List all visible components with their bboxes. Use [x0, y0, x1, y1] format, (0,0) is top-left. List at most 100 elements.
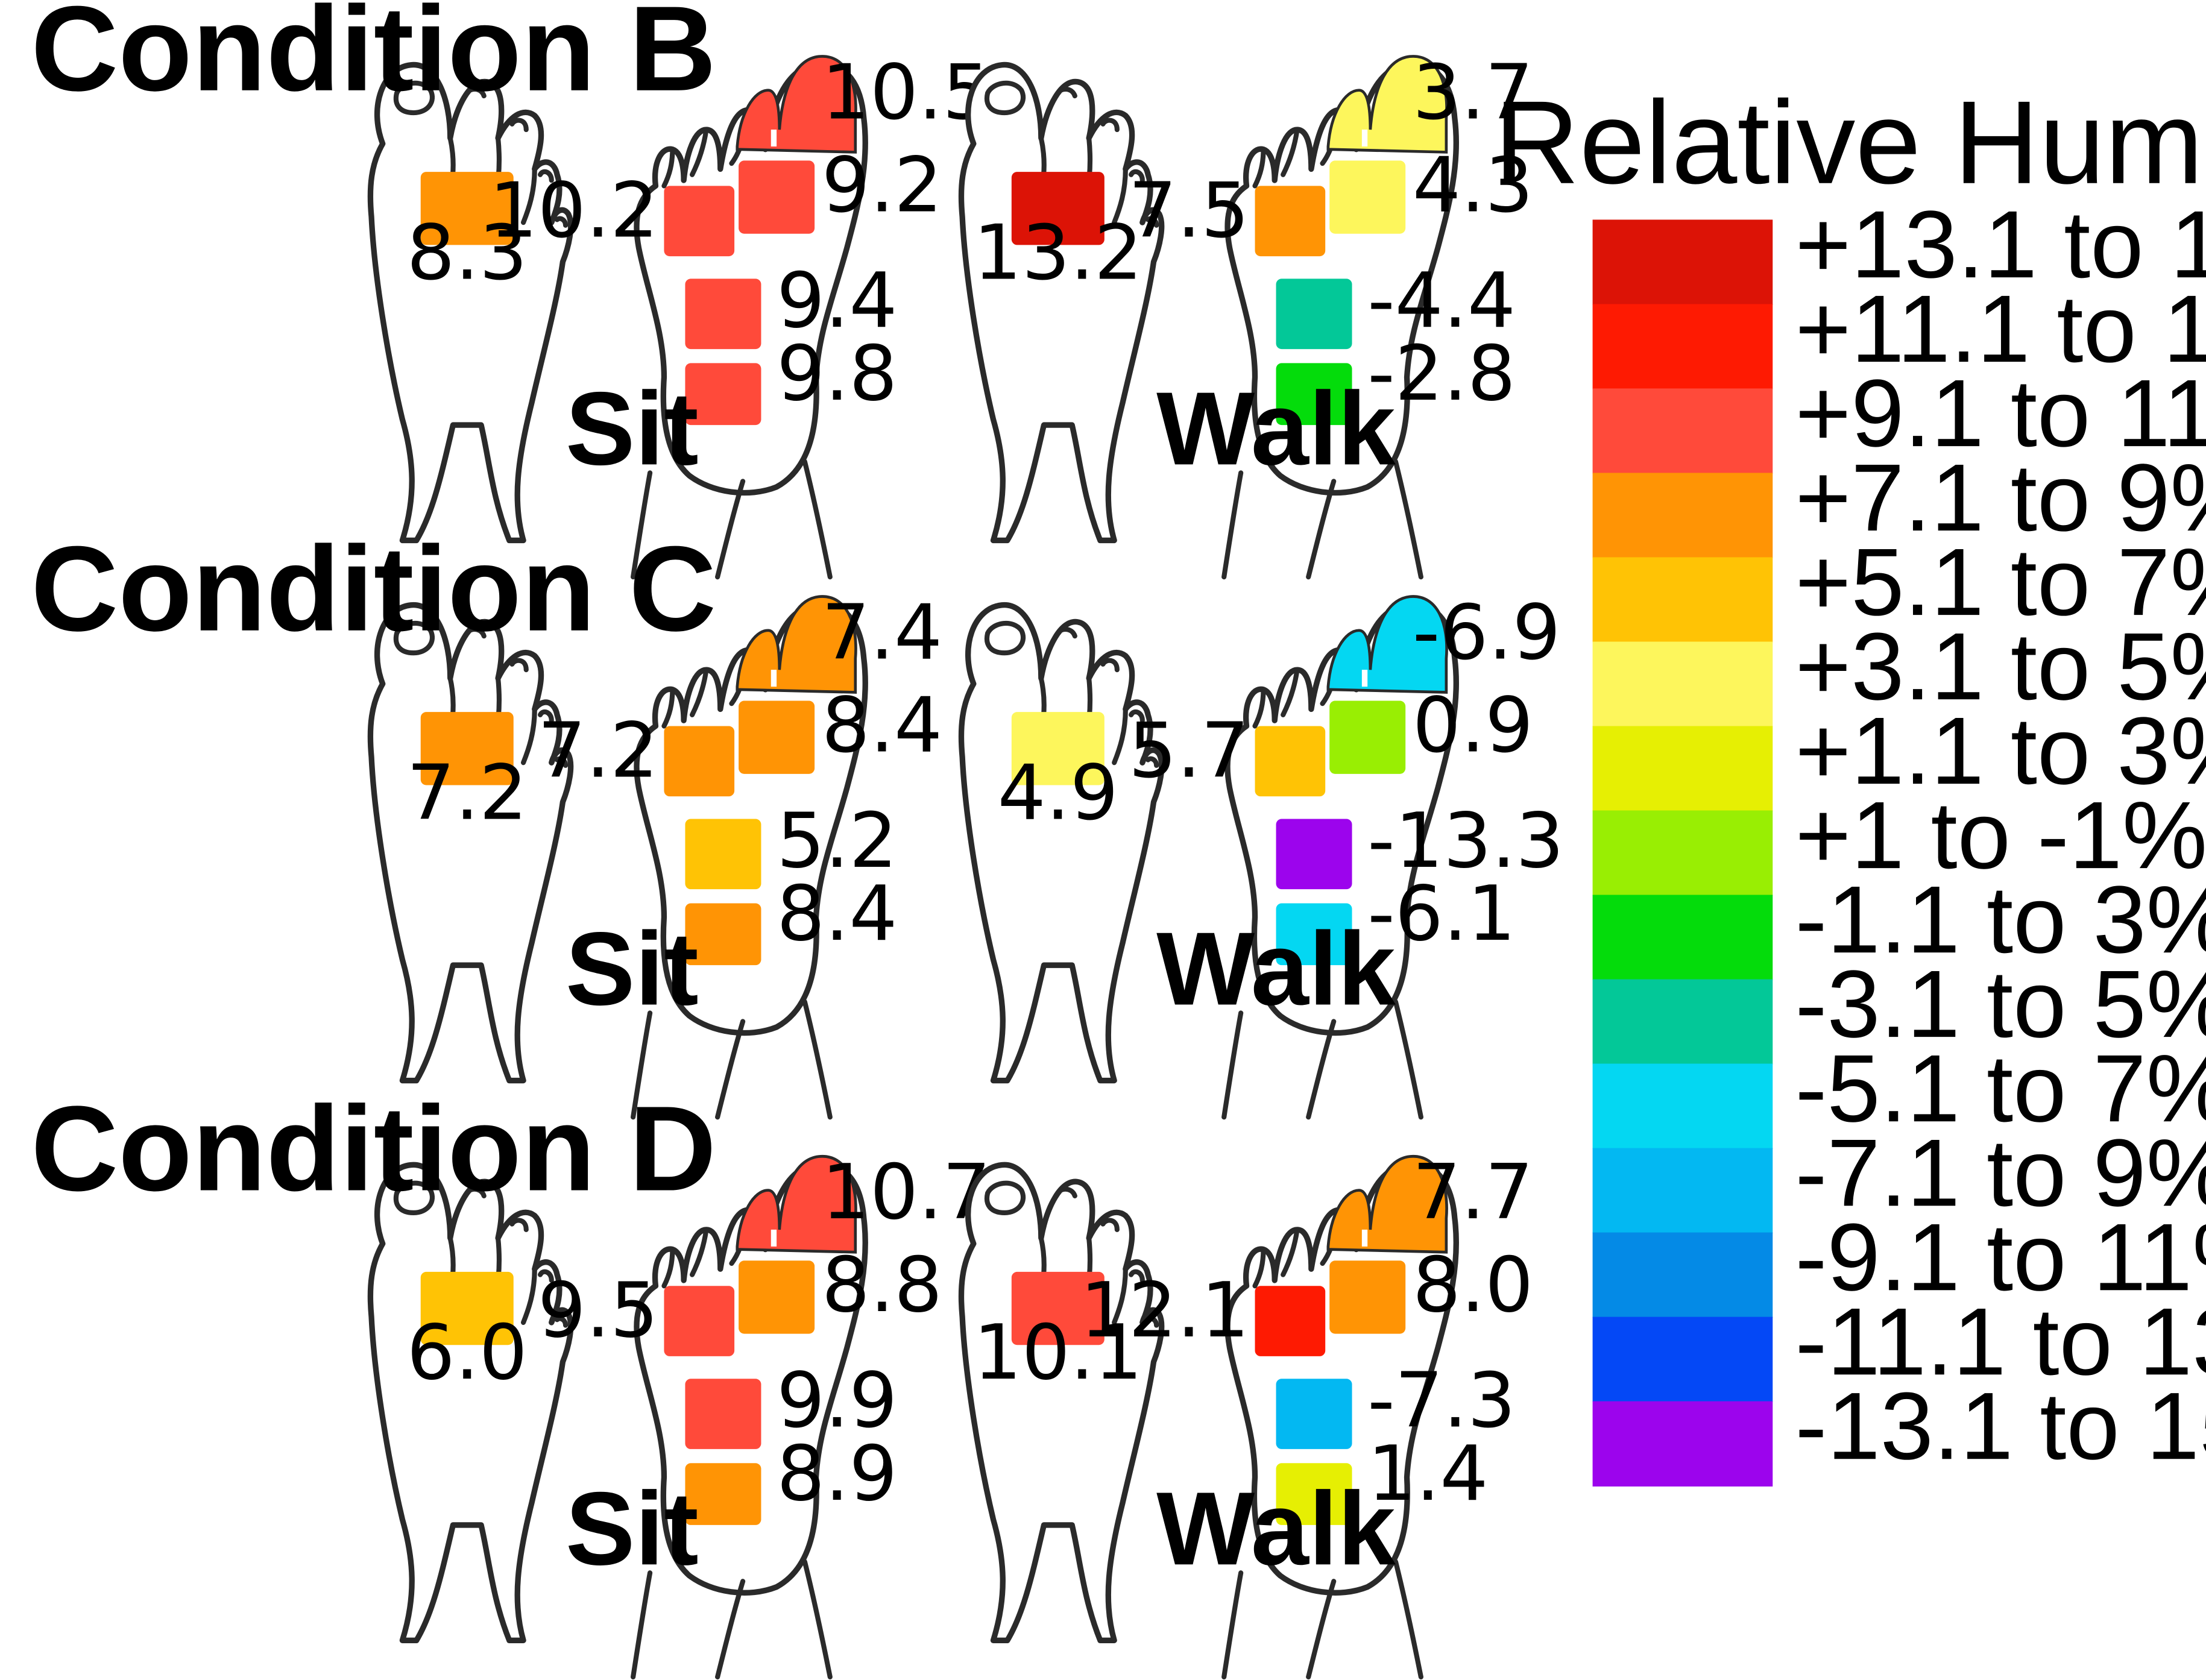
heel-humidity-patch	[1276, 903, 1352, 966]
heel-value-label: 9.8	[777, 329, 897, 418]
condition-title: Condition B	[31, 0, 716, 116]
ball-lateral-humidity-patch	[664, 726, 735, 797]
legend-swatch	[1592, 1063, 1773, 1149]
dorsal-value-label: 8.3	[407, 208, 528, 297]
legend-swatch	[1592, 304, 1773, 389]
ball-lateral-humidity-patch	[1255, 186, 1326, 257]
legend-swatch	[1592, 1401, 1773, 1487]
toes-value-label: 7.7	[1413, 1148, 1533, 1236]
ball-lateral-humidity-patch	[1255, 726, 1326, 797]
sit-dorsal-foot: 6.0	[370, 1165, 570, 1640]
heel-humidity-patch	[685, 363, 761, 426]
walk-activity-label: Walk	[1156, 370, 1396, 486]
legend-swatch	[1592, 1317, 1773, 1402]
heel-value-label: 1.4	[1367, 1429, 1488, 1518]
toes-value-label: 7.4	[822, 588, 942, 676]
legend-swatch	[1592, 810, 1773, 896]
legend-label: +3.1 to 5%	[1795, 612, 2206, 720]
walk-plantar-foot: 7.78.0 12.1 -7.31.4	[1080, 1148, 1533, 1677]
toes-value-label: 3.7	[1413, 48, 1533, 136]
legend-label: +11.1 to 13%	[1795, 275, 2206, 382]
toes-humidity-patch	[736, 55, 857, 154]
walk-activity-label: Walk	[1156, 1470, 1396, 1587]
ball-lateral-value-label: 7.5	[1129, 166, 1249, 254]
dorsal-value-label: 7.2	[407, 748, 528, 837]
legend-label: -5.1 to 7%	[1795, 1034, 2206, 1142]
ball-medial-value-label: 8.8	[822, 1241, 942, 1329]
foot-outline	[961, 1165, 1161, 1640]
heel-value-label: 8.4	[777, 869, 897, 958]
walk-plantar-foot: 3.74.3 7.5 -4.4-2.8	[1129, 48, 1533, 577]
ball-medial-humidity-patch	[1329, 700, 1406, 774]
foot-outline	[370, 1165, 570, 1640]
ball-lateral-humidity-patch	[664, 1286, 735, 1356]
dorsal-value-label: 4.9	[998, 748, 1118, 837]
dorsal-humidity-patch	[420, 712, 514, 785]
sit-plantar-foot: 10.59.2 10.2 9.49.8	[490, 48, 991, 577]
dorsal-humidity-patch	[1011, 712, 1105, 785]
ball-lateral-value-label: 9.5	[538, 1266, 658, 1354]
midfoot-value-label: -7.3	[1367, 1356, 1516, 1445]
walk-dorsal-foot: 10.1	[961, 1165, 1161, 1640]
ball-medial-value-label: 8.0	[1413, 1241, 1533, 1329]
ball-medial-value-label: 4.3	[1413, 140, 1533, 229]
foot-outline	[961, 64, 1161, 540]
legend-label: -3.1 to 5%	[1795, 950, 2206, 1057]
legend-label: -9.1 to 11%	[1795, 1203, 2206, 1310]
midfoot-humidity-patch	[1276, 1379, 1352, 1449]
dorsal-value-label: 13.2	[974, 208, 1143, 297]
legend-swatch	[1592, 895, 1773, 980]
heel-humidity-patch	[685, 1463, 761, 1525]
legend-label: +9.1 to 11%	[1795, 359, 2206, 467]
legend-label: -7.1 to 9%	[1795, 1119, 2206, 1226]
walk-dorsal-foot: 4.9	[961, 605, 1161, 1081]
sit-dorsal-foot: 7.2	[370, 605, 570, 1081]
midfoot-humidity-patch	[685, 1379, 761, 1449]
midfoot-value-label: -13.3	[1367, 796, 1564, 885]
midfoot-humidity-patch	[1276, 819, 1352, 890]
legend-swatch	[1592, 473, 1773, 558]
midfoot-humidity-patch	[1276, 278, 1352, 350]
midfoot-value-label: 9.4	[777, 256, 897, 345]
ball-medial-value-label: 9.2	[822, 140, 942, 229]
ball-lateral-value-label: 12.1	[1080, 1266, 1250, 1354]
dorsal-humidity-patch	[420, 1271, 514, 1345]
legend-label: +7.1 to 9%	[1795, 444, 2206, 551]
legend-swatch	[1592, 726, 1773, 811]
condition-title: Condition D	[31, 1081, 716, 1216]
ball-medial-humidity-patch	[739, 160, 815, 234]
legend-swatch	[1592, 1232, 1773, 1318]
foot-outline	[370, 64, 570, 540]
ball-lateral-humidity-patch	[664, 186, 735, 257]
walk-dorsal-foot: 13.2	[961, 64, 1161, 540]
legend-label: +13.1 to 15%	[1795, 190, 2206, 298]
toes-humidity-patch	[736, 1155, 857, 1254]
sit-dorsal-foot: 8.3	[370, 64, 570, 540]
heel-value-label: -6.1	[1367, 869, 1516, 958]
sit-activity-label: Sit	[566, 370, 699, 486]
walk-activity-label: Walk	[1156, 911, 1396, 1027]
dorsal-value-label: 6.0	[407, 1308, 528, 1397]
heel-humidity-patch	[1276, 1463, 1352, 1525]
toes-value-label: 10.5	[822, 48, 991, 136]
dorsal-humidity-patch	[1011, 1271, 1105, 1345]
midfoot-humidity-patch	[685, 278, 761, 350]
ball-lateral-value-label: 5.7	[1129, 706, 1249, 794]
legend-swatch	[1592, 641, 1773, 727]
toes-humidity-patch	[1326, 55, 1448, 154]
foot-outline	[961, 605, 1161, 1081]
dorsal-humidity-patch	[1011, 172, 1105, 245]
toes-humidity-patch	[1326, 595, 1448, 694]
midfoot-value-label: 9.9	[777, 1356, 897, 1445]
legend-label: -13.1 to 15%	[1795, 1372, 2206, 1479]
foot-outline	[370, 605, 570, 1081]
sit-plantar-foot: 7.48.47.25.28.4	[538, 588, 942, 1117]
legend-label: -1.1 to 3%	[1795, 866, 2206, 973]
legend-label: +5.1 to 7%	[1795, 528, 2206, 635]
ball-medial-humidity-patch	[1329, 160, 1406, 234]
ball-lateral-value-label: 10.2	[490, 166, 659, 254]
condition-title: Condition C	[31, 521, 716, 656]
heel-humidity-patch	[1276, 363, 1352, 426]
